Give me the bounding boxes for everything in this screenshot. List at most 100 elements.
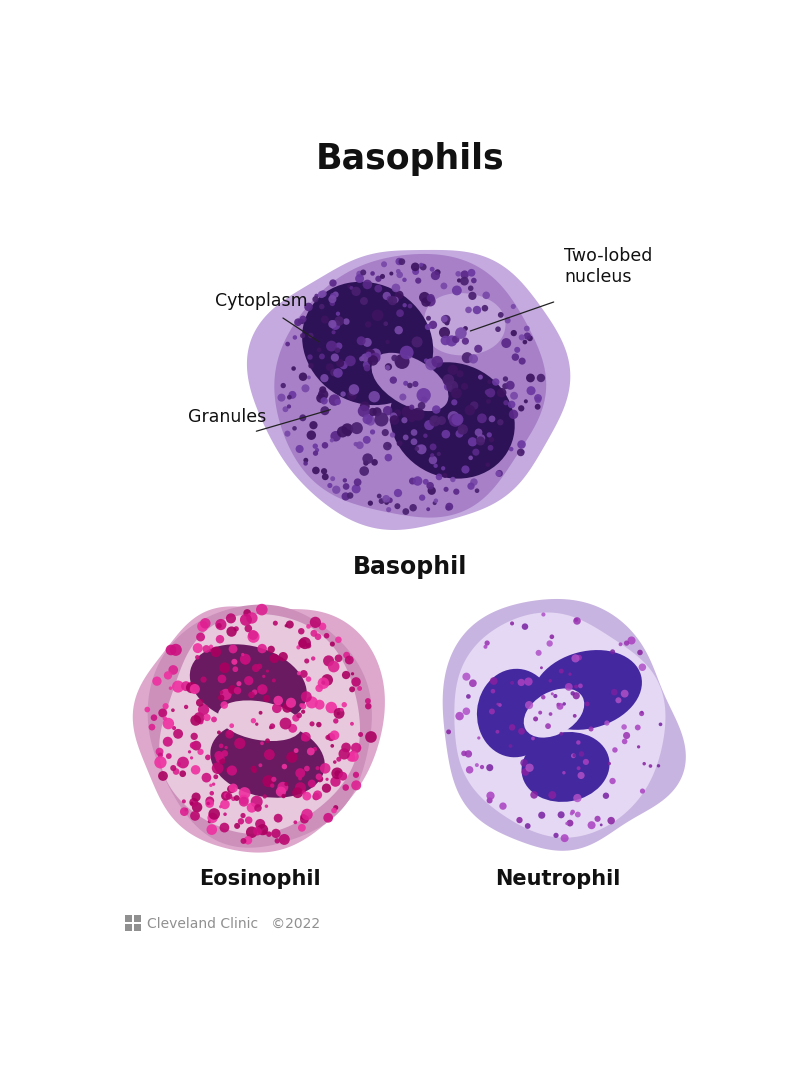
Circle shape	[240, 654, 250, 664]
Circle shape	[412, 268, 419, 275]
Circle shape	[215, 619, 226, 631]
Circle shape	[320, 374, 329, 382]
Circle shape	[356, 271, 362, 277]
Circle shape	[559, 669, 564, 673]
Circle shape	[330, 292, 336, 299]
Circle shape	[641, 710, 643, 714]
Circle shape	[194, 712, 205, 723]
Circle shape	[412, 381, 418, 387]
Circle shape	[334, 770, 341, 777]
Circle shape	[509, 744, 512, 747]
Circle shape	[297, 671, 301, 675]
Circle shape	[327, 733, 335, 741]
Circle shape	[193, 643, 202, 654]
Circle shape	[455, 430, 463, 437]
Circle shape	[158, 708, 167, 718]
Polygon shape	[159, 614, 360, 834]
Circle shape	[431, 416, 438, 422]
Circle shape	[338, 771, 347, 781]
Circle shape	[520, 759, 528, 767]
Circle shape	[281, 383, 286, 388]
Circle shape	[278, 782, 288, 793]
Circle shape	[611, 688, 618, 695]
Circle shape	[284, 431, 290, 436]
Circle shape	[451, 399, 458, 406]
Circle shape	[415, 444, 422, 452]
Circle shape	[390, 432, 395, 437]
Circle shape	[386, 340, 390, 344]
Circle shape	[286, 752, 298, 763]
Circle shape	[310, 421, 318, 430]
Circle shape	[446, 730, 451, 734]
Circle shape	[298, 777, 302, 780]
Circle shape	[437, 416, 446, 425]
Circle shape	[315, 766, 319, 770]
Circle shape	[241, 838, 246, 844]
Circle shape	[219, 823, 230, 832]
Circle shape	[423, 479, 429, 484]
Circle shape	[495, 326, 501, 332]
Circle shape	[520, 449, 525, 454]
Circle shape	[492, 379, 499, 386]
Circle shape	[441, 466, 446, 470]
Circle shape	[206, 796, 214, 805]
Circle shape	[313, 451, 318, 456]
Circle shape	[237, 681, 242, 686]
Circle shape	[266, 670, 269, 673]
Circle shape	[408, 415, 415, 422]
Circle shape	[202, 645, 210, 652]
Polygon shape	[442, 599, 686, 851]
Circle shape	[426, 293, 434, 302]
Circle shape	[574, 618, 578, 622]
Circle shape	[410, 429, 418, 435]
Circle shape	[313, 790, 322, 800]
Circle shape	[407, 383, 413, 388]
Circle shape	[152, 676, 162, 686]
Circle shape	[190, 811, 200, 820]
Circle shape	[214, 751, 223, 760]
Circle shape	[455, 271, 461, 277]
Text: Basophils: Basophils	[316, 142, 504, 176]
Circle shape	[554, 832, 558, 838]
Circle shape	[434, 499, 438, 503]
Circle shape	[496, 703, 499, 706]
Circle shape	[223, 792, 230, 799]
Circle shape	[386, 507, 391, 512]
Circle shape	[264, 750, 274, 760]
Circle shape	[274, 838, 280, 843]
Circle shape	[430, 271, 440, 280]
Circle shape	[526, 373, 535, 382]
Circle shape	[208, 819, 211, 824]
Circle shape	[477, 413, 486, 423]
Ellipse shape	[522, 732, 610, 802]
Circle shape	[540, 667, 543, 669]
Circle shape	[483, 645, 487, 649]
Circle shape	[451, 387, 462, 398]
Circle shape	[350, 722, 354, 726]
Circle shape	[446, 503, 454, 511]
Circle shape	[190, 715, 201, 726]
Circle shape	[292, 715, 299, 721]
Circle shape	[209, 648, 213, 652]
Circle shape	[271, 777, 277, 782]
Circle shape	[426, 315, 431, 321]
Circle shape	[227, 766, 237, 776]
Polygon shape	[274, 254, 546, 517]
Circle shape	[495, 470, 502, 477]
Circle shape	[385, 454, 392, 461]
Circle shape	[342, 702, 347, 707]
Circle shape	[415, 277, 422, 284]
Circle shape	[361, 353, 370, 362]
Circle shape	[280, 718, 291, 730]
Circle shape	[463, 326, 468, 331]
Circle shape	[334, 708, 345, 719]
Circle shape	[318, 678, 329, 688]
Circle shape	[509, 409, 518, 419]
Circle shape	[206, 802, 210, 805]
Circle shape	[430, 267, 434, 272]
Circle shape	[198, 704, 209, 716]
Circle shape	[180, 807, 189, 816]
Circle shape	[395, 257, 403, 265]
Circle shape	[342, 478, 347, 482]
Circle shape	[342, 423, 354, 435]
